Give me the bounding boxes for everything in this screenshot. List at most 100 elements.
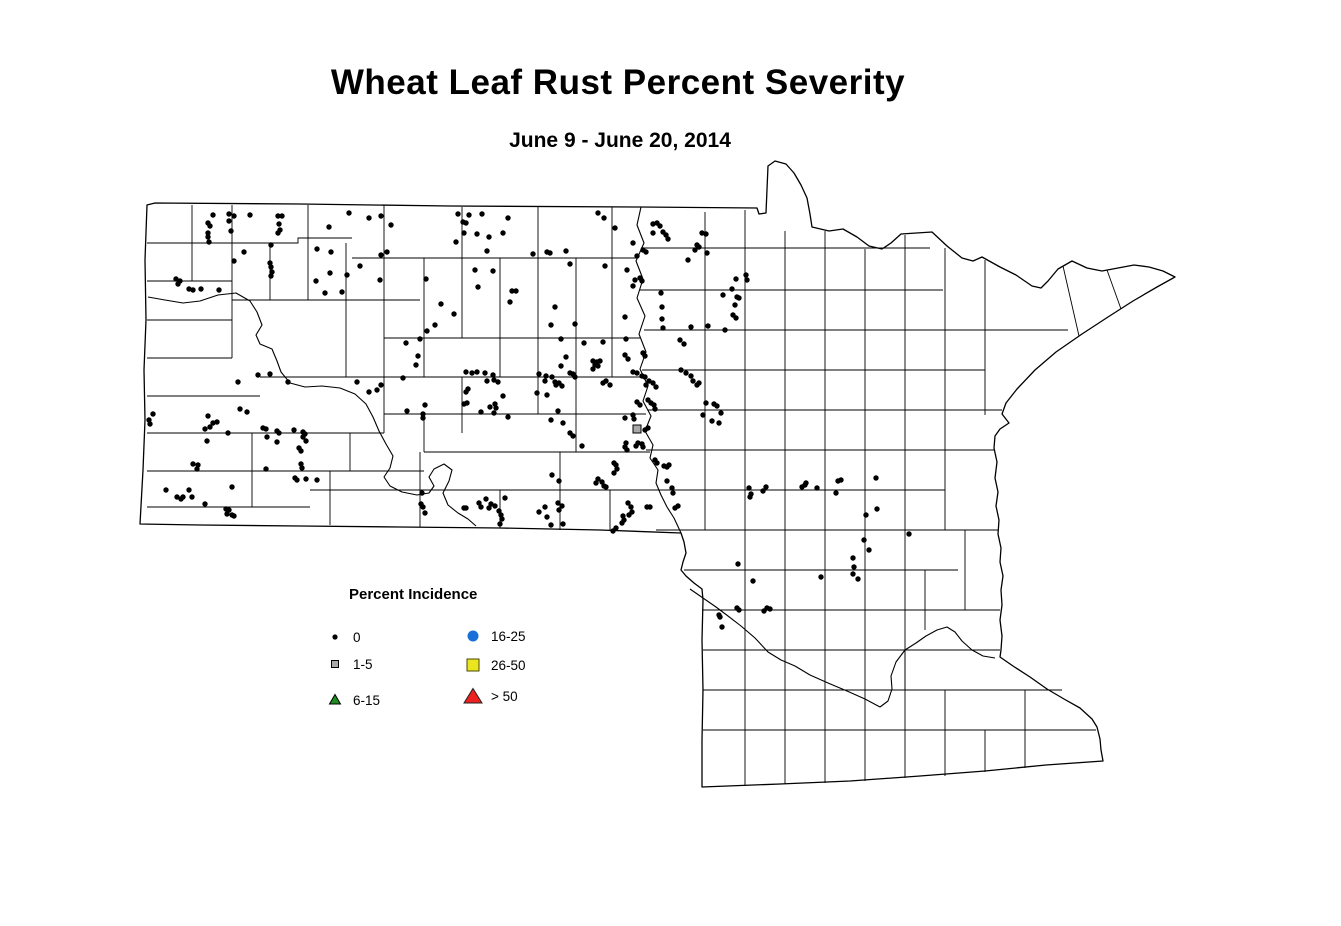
map-point-incidence-0	[377, 277, 383, 283]
map-point-incidence-0	[623, 336, 629, 342]
map-point-incidence-0	[530, 251, 536, 257]
map-point-incidence-0	[346, 210, 352, 216]
legend-item-0: 0	[325, 628, 361, 646]
map-point-incidence-0	[231, 213, 237, 219]
map-point-incidence-0	[479, 211, 485, 217]
map-point-incidence-0	[491, 377, 497, 383]
map-point-incidence-0	[548, 322, 554, 328]
map-point-incidence-0	[814, 485, 820, 491]
subtitle: June 9 - June 20, 2014	[509, 129, 731, 152]
legend-item-3: 16-25	[463, 627, 526, 645]
map-point-incidence-0	[275, 213, 281, 219]
map-point-incidence-0	[558, 336, 564, 342]
map-point-incidence-0	[735, 561, 741, 567]
map-point-incidence-0	[732, 302, 738, 308]
map-point-incidence-0	[202, 501, 208, 507]
map-point-incidence-0	[688, 324, 694, 330]
map-point-incidence-0	[630, 283, 636, 289]
map-point-incidence-0	[630, 240, 636, 246]
legend-item-5: > 50	[463, 687, 518, 705]
map-point-incidence-0	[700, 412, 706, 418]
map-point-incidence-0	[683, 370, 689, 376]
map-point-incidence-0	[733, 276, 739, 282]
map-point-incidence-0	[709, 418, 715, 424]
map-point-incidence-0	[659, 316, 665, 322]
map-point-incidence-0	[763, 484, 769, 490]
map-point-incidence-0	[247, 212, 253, 218]
map-point-incidence-0	[603, 484, 609, 490]
map-point-incidence-0	[654, 460, 660, 466]
map-point-incidence-0	[597, 358, 603, 364]
map-point-incidence-0	[417, 336, 423, 342]
map-point-incidence-0	[637, 402, 643, 408]
map-point-incidence-0	[509, 288, 515, 294]
map-point-incidence-0	[652, 406, 658, 412]
legend-item-label: 1-5	[353, 656, 373, 672]
map-point-incidence-0	[422, 402, 428, 408]
map-point-incidence-0	[595, 476, 601, 482]
map-point-incidence-0	[455, 211, 461, 217]
map-point-incidence-0	[767, 606, 773, 612]
map-point-incidence-0	[205, 230, 211, 236]
map-point-incidence-0	[505, 215, 511, 221]
map-point-incidence-0	[207, 424, 213, 430]
map-point-incidence-0	[357, 263, 363, 269]
map-point-incidence-0	[226, 507, 232, 513]
map-point-incidence-0	[177, 278, 183, 284]
map-point-incidence-0	[378, 252, 384, 258]
map-point-incidence-0	[465, 386, 471, 392]
map-point-incidence-0	[593, 480, 599, 486]
map-point-incidence-0	[666, 462, 672, 468]
map-point-incidence-0	[873, 475, 879, 481]
map-point-incidence-0	[432, 322, 438, 328]
map-point-incidence-0	[640, 444, 646, 450]
map-point-incidence-0	[264, 434, 270, 440]
map-point-incidence-0	[690, 378, 696, 384]
map-point-incidence-0	[703, 231, 709, 237]
legend-item-label: 6-15	[353, 692, 381, 708]
map-point-incidence-0	[231, 258, 237, 264]
map-point-incidence-0	[760, 488, 766, 494]
map-point-incidence-0	[717, 614, 723, 620]
map-point-incidence-0	[579, 443, 585, 449]
map-point-incidence-0	[205, 413, 211, 419]
map-point-incidence-0	[634, 253, 640, 259]
blue-circle-icon	[467, 630, 479, 642]
map-point-incidence-0	[542, 504, 548, 510]
map-point-incidence-0	[210, 212, 216, 218]
map-point-incidence-0	[906, 531, 912, 537]
map-point-incidence-0	[547, 250, 553, 256]
legend-item-label: 0	[353, 629, 361, 645]
map-point-incidence-0	[206, 239, 212, 245]
map-point-incidence-0	[186, 487, 192, 493]
map-point-incidence-0	[567, 261, 573, 267]
map-point-incidence-0	[614, 466, 620, 472]
map-point-incidence-0	[484, 378, 490, 384]
map-point-incidence-0	[601, 215, 607, 221]
map-point-incidence-0	[497, 521, 503, 527]
map-point-incidence-0	[572, 321, 578, 327]
map-point-incidence-0	[474, 369, 480, 375]
map-point-incidence-0	[632, 277, 638, 283]
map-point-incidence-0	[313, 278, 319, 284]
map-point-incidence-0	[624, 267, 630, 273]
map-point-incidence-0	[303, 438, 309, 444]
map-point-incidence-0	[231, 513, 237, 519]
map-point-incidence-0	[366, 389, 372, 395]
map-point-incidence-0	[718, 410, 724, 416]
map-point-incidence-0	[653, 384, 659, 390]
map-point-incidence-0	[622, 352, 628, 358]
map-point-incidence-0	[422, 510, 428, 516]
map-point-incidence-0	[560, 420, 566, 426]
map-point-incidence-0	[198, 286, 204, 292]
map-point-incidence-0	[685, 257, 691, 263]
map-point-incidence-0	[476, 500, 482, 506]
map-point-incidence-0	[228, 228, 234, 234]
map-point-incidence-0	[484, 248, 490, 254]
map-point-incidence-0	[602, 263, 608, 269]
map-point-incidence-0	[225, 430, 231, 436]
map-point-incidence-0	[672, 505, 678, 511]
map-point-incidence-0	[424, 328, 430, 334]
map-point-incidence-0	[563, 354, 569, 360]
